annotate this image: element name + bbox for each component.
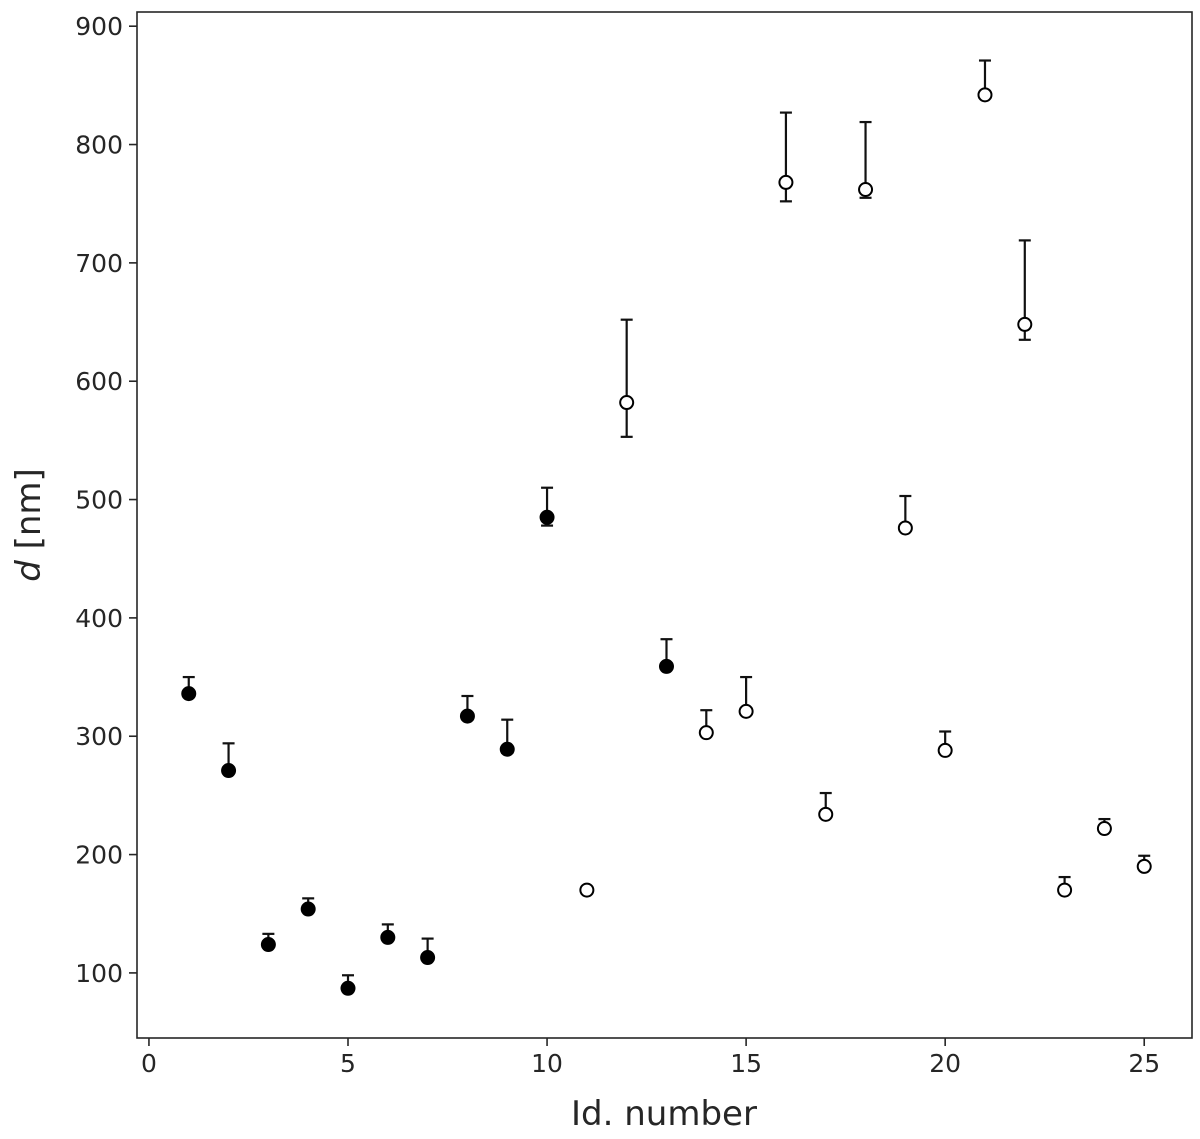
filled-data-point (420, 950, 436, 966)
filled-data-point (260, 937, 276, 953)
y-tick-label: 200 (75, 841, 123, 870)
open-data-point (818, 806, 834, 822)
x-tick-label: 15 (730, 1049, 762, 1078)
open-data-point (977, 87, 993, 103)
x-tick-label: 20 (929, 1049, 961, 1078)
x-tick-label: 10 (531, 1049, 563, 1078)
y-tick-label: 700 (75, 249, 123, 278)
open-data-point (1017, 316, 1033, 332)
filled-data-point (380, 929, 396, 945)
filled-data-point (658, 658, 674, 674)
y-tick-label: 300 (75, 722, 123, 751)
open-data-point (579, 882, 595, 898)
y-axis-symbol: d (9, 560, 49, 582)
filled-data-point (459, 708, 475, 724)
x-tick-label: 0 (141, 1049, 157, 1078)
filled-data-point (221, 763, 237, 779)
open-data-point (1136, 858, 1152, 874)
open-data-point (778, 174, 794, 190)
y-axis-label: d [nm] (9, 468, 49, 582)
x-tick-label: 25 (1128, 1049, 1160, 1078)
open-data-point (858, 182, 874, 198)
open-data-point (1096, 821, 1112, 837)
y-tick-label: 400 (75, 604, 123, 633)
open-data-point (698, 725, 714, 741)
data-points (181, 87, 1152, 996)
y-axis: 100 200 300 400 500 600 700 800 900 (75, 12, 137, 988)
y-tick-label: 600 (75, 367, 123, 396)
filled-data-point (181, 686, 197, 702)
filled-data-point (300, 901, 316, 917)
y-tick-label: 900 (75, 12, 123, 41)
filled-data-point (539, 509, 555, 525)
y-tick-label: 800 (75, 131, 123, 160)
y-tick-label: 100 (75, 959, 123, 988)
plot-frame (136, 11, 1193, 1039)
error-bars (182, 59, 1151, 989)
x-axis: 0 5 10 15 20 25 (141, 1038, 1160, 1078)
x-tick-label: 5 (340, 1049, 356, 1078)
y-tick-label: 500 (75, 486, 123, 515)
y-axis-unit: [nm] (9, 468, 49, 560)
filled-data-point (340, 980, 356, 996)
open-data-point (738, 703, 754, 719)
x-axis-label: Id. number (571, 1094, 757, 1134)
open-data-point (1057, 882, 1073, 898)
open-data-point (897, 520, 913, 536)
filled-data-point (499, 741, 515, 757)
open-data-point (937, 742, 953, 758)
open-data-point (619, 395, 635, 411)
